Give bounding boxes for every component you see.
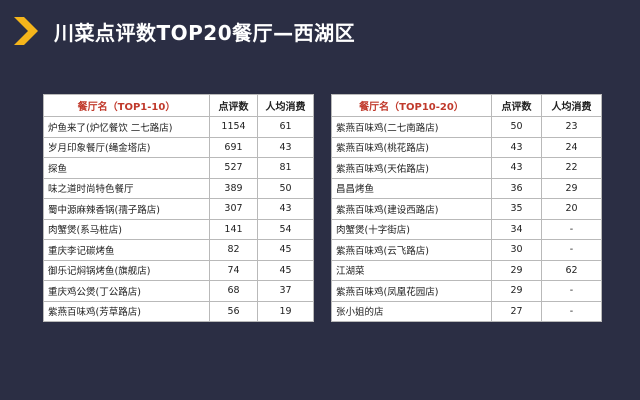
restaurant-name-cell: 御乐记焖锅烤鱼(旗舰店): [43, 259, 210, 281]
review-count-cell: 527: [209, 157, 258, 179]
avg-spend-cell: 50: [257, 177, 314, 199]
review-count-cell: 141: [209, 218, 258, 240]
col-header-avg-spend: 人均消费: [541, 94, 602, 117]
avg-spend-cell: 61: [257, 116, 314, 138]
review-count-cell: 30: [491, 239, 542, 261]
avg-spend-cell: 19: [257, 300, 314, 322]
avg-spend-cell: -: [541, 300, 602, 322]
avg-spend-cell: 20: [541, 198, 602, 220]
restaurant-name-cell: 张小姐的店: [331, 300, 492, 322]
restaurant-name-cell: 江湖菜: [331, 259, 492, 281]
table-row: 昌昌烤鱼 36 29: [331, 177, 602, 199]
restaurant-name-cell: 重庆李记碳烤鱼: [43, 239, 210, 261]
avg-spend-cell: 22: [541, 157, 602, 179]
review-count-cell: 68: [209, 280, 258, 302]
table-body: 紫燕百味鸡(二七南路店) 50 23 紫燕百味鸡(桃花路店) 43 24 紫燕百味鸡(天佑路…: [331, 116, 602, 322]
col-header-avg-spend: 人均消费: [257, 94, 314, 117]
avg-spend-cell: 62: [541, 259, 602, 281]
table-header-row: 餐厅名（TOP1-10） 点评数 人均消费: [43, 94, 314, 117]
review-count-cell: 389: [209, 177, 258, 199]
col-header-name: 餐厅名（TOP10-20）: [331, 94, 492, 117]
restaurant-name-cell: 紫燕百味鸡(二七南路店): [331, 116, 492, 138]
restaurant-name-cell: 紫燕百味鸡(桃花路店): [331, 136, 492, 158]
review-count-cell: 29: [491, 259, 542, 281]
table-row: 张小姐的店 27-: [331, 300, 602, 322]
review-count-cell: 35: [491, 198, 542, 220]
review-count-cell: 43: [491, 136, 542, 158]
table-row: 味之道时尚特色餐厅 389 50: [43, 177, 314, 199]
review-count-cell: 36: [491, 177, 542, 199]
avg-spend-cell: -: [541, 218, 602, 240]
restaurant-name-cell: 紫燕百味鸡(凤凰花园店): [331, 280, 492, 302]
col-header-name: 餐厅名（TOP1-10）: [43, 94, 210, 117]
restaurant-name-cell: 岁月印象餐厅(绳金塔店): [43, 136, 210, 158]
col-header-reviews: 点评数: [209, 94, 258, 117]
avg-spend-cell: 81: [257, 157, 314, 179]
review-count-cell: 56: [209, 300, 258, 322]
table-row: 紫燕百味鸡(天佑路店) 43 22: [331, 157, 602, 179]
table-row: 肉蟹煲(十字街店) 34-: [331, 218, 602, 240]
restaurant-name-cell: 紫燕百味鸡(天佑路店): [331, 157, 492, 179]
review-count-cell: 82: [209, 239, 258, 261]
chevron-right-icon: [14, 17, 38, 45]
review-count-cell: 1154: [209, 116, 258, 138]
table-row: 蜀中源麻辣香锅(孺子路店) 307 43: [43, 198, 314, 220]
avg-spend-cell: 43: [257, 198, 314, 220]
review-count-cell: 74: [209, 259, 258, 281]
restaurant-name-cell: 重庆鸡公煲(丁公路店): [43, 280, 210, 302]
table-row: 岁月印象餐厅(绳金塔店) 691 43: [43, 136, 314, 158]
table-row: 紫燕百味鸡(二七南路店) 50 23: [331, 116, 602, 138]
review-count-cell: 307: [209, 198, 258, 220]
table-row: 御乐记焖锅烤鱼(旗舰店) 74 45: [43, 259, 314, 281]
col-header-reviews: 点评数: [491, 94, 542, 117]
review-count-cell: 29: [491, 280, 542, 302]
avg-spend-cell: 45: [257, 259, 314, 281]
avg-spend-cell: -: [541, 280, 602, 302]
restaurant-name-cell: 蜀中源麻辣香锅(孺子路店): [43, 198, 210, 220]
avg-spend-cell: 37: [257, 280, 314, 302]
table-row: 炉鱼来了(炉忆餐饮 二七路店) 1154 61: [43, 116, 314, 138]
table-row: 紫燕百味鸡(芳草路店) 56 19: [43, 300, 314, 322]
restaurant-name-cell: 紫燕百味鸡(云飞路店): [331, 239, 492, 261]
review-count-cell: 50: [491, 116, 542, 138]
review-count-cell: 691: [209, 136, 258, 158]
page-title: 川菜点评数TOP20餐厅—西湖区: [54, 20, 356, 45]
restaurant-name-cell: 昌昌烤鱼: [331, 177, 492, 199]
restaurant-name-cell: 炉鱼来了(炉忆餐饮 二七路店): [43, 116, 210, 138]
table-row: 紫燕百味鸡(建设西路店) 35 20: [331, 198, 602, 220]
table-row: 重庆李记碳烤鱼 82 45: [43, 239, 314, 261]
avg-spend-cell: 23: [541, 116, 602, 138]
review-count-cell: 27: [491, 300, 542, 322]
top1-10-table: 餐厅名（TOP1-10） 点评数 人均消费 炉鱼来了(炉忆餐饮 二七路店) 115…: [43, 94, 314, 322]
table-header-row: 餐厅名（TOP10-20） 点评数 人均消费: [331, 94, 602, 117]
restaurant-name-cell: 肉蟹煲(系马桩店): [43, 218, 210, 240]
table-row: 江湖菜 29 62: [331, 259, 602, 281]
avg-spend-cell: 45: [257, 239, 314, 261]
table-row: 紫燕百味鸡(桃花路店) 43 24: [331, 136, 602, 158]
table-row: 紫燕百味鸡(凤凰花园店) 29-: [331, 280, 602, 302]
avg-spend-cell: 29: [541, 177, 602, 199]
table-row: 紫燕百味鸡(云飞路店) 30-: [331, 239, 602, 261]
title-bar: 川菜点评数TOP20餐厅—西湖区: [14, 16, 355, 46]
review-count-cell: 34: [491, 218, 542, 240]
restaurant-name-cell: 肉蟹煲(十字街店): [331, 218, 492, 240]
avg-spend-cell: 54: [257, 218, 314, 240]
table-body: 炉鱼来了(炉忆餐饮 二七路店) 1154 61 岁月印象餐厅(绳金塔店) 691 43 探鱼…: [43, 116, 314, 322]
restaurant-name-cell: 味之道时尚特色餐厅: [43, 177, 210, 199]
avg-spend-cell: 24: [541, 136, 602, 158]
avg-spend-cell: -: [541, 239, 602, 261]
restaurant-name-cell: 紫燕百味鸡(芳草路店): [43, 300, 210, 322]
table-row: 重庆鸡公煲(丁公路店) 68 37: [43, 280, 314, 302]
table-row: 肉蟹煲(系马桩店) 141 54: [43, 218, 314, 240]
restaurant-name-cell: 探鱼: [43, 157, 210, 179]
restaurant-name-cell: 紫燕百味鸡(建设西路店): [331, 198, 492, 220]
top10-20-table: 餐厅名（TOP10-20） 点评数 人均消费 紫燕百味鸡(二七南路店) 50 23 紫…: [331, 94, 602, 322]
review-count-cell: 43: [491, 157, 542, 179]
avg-spend-cell: 43: [257, 136, 314, 158]
table-row: 探鱼 527 81: [43, 157, 314, 179]
